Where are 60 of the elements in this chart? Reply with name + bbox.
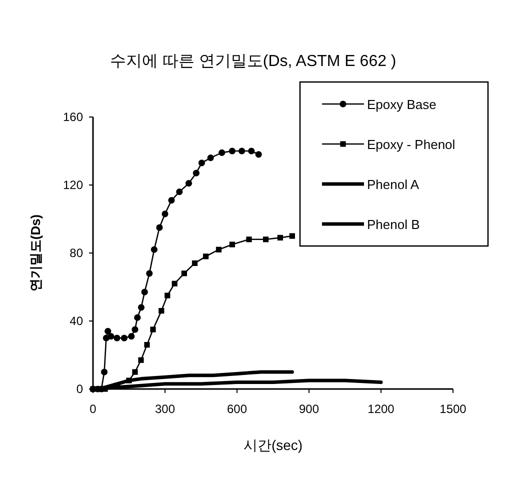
point [277, 234, 283, 240]
x-tick-label: 600 [226, 402, 248, 416]
point [289, 233, 295, 239]
point [176, 188, 183, 196]
x-tick-label: 900 [298, 402, 320, 416]
x-tick-label: 1500 [440, 402, 467, 416]
point [120, 334, 128, 342]
point [150, 326, 156, 332]
point [141, 288, 148, 296]
point [146, 270, 153, 277]
point [132, 326, 138, 333]
point [238, 148, 246, 154]
point [228, 148, 236, 154]
point [246, 236, 252, 242]
point [114, 334, 120, 342]
point [263, 236, 269, 242]
point [229, 242, 235, 248]
point [172, 280, 178, 286]
point [132, 369, 138, 375]
legend-label: Epoxy Base [367, 97, 436, 112]
x-tick-label: 300 [154, 402, 176, 416]
point [255, 151, 262, 158]
point [248, 148, 255, 154]
point [156, 224, 163, 231]
point [181, 270, 187, 276]
y-tick-label: 80 [70, 246, 84, 260]
point [218, 149, 226, 156]
point [158, 308, 164, 314]
point [108, 333, 114, 340]
point [104, 328, 112, 334]
point [144, 342, 150, 348]
point [203, 254, 209, 260]
point [207, 154, 214, 162]
point [164, 292, 170, 298]
point [216, 246, 222, 252]
legend-label: Epoxy - Phenol [367, 137, 456, 152]
y-tick-label: 160 [62, 110, 84, 124]
y-tick-label: 0 [76, 382, 84, 396]
x-axis-title: 시간(sec) [243, 437, 303, 453]
point [138, 357, 144, 363]
y-tick-label: 120 [62, 178, 84, 192]
point [126, 378, 132, 384]
point [138, 304, 145, 311]
point [162, 210, 168, 218]
point [192, 170, 200, 176]
x-tick-label: 0 [90, 402, 97, 416]
legend-label: Phenol B [367, 217, 420, 232]
point [185, 180, 192, 187]
point [128, 333, 135, 340]
point [168, 197, 175, 204]
x-tick-label: 1200 [368, 402, 395, 416]
point [198, 160, 206, 166]
y-axis-title: 연기밀도(Ds) [28, 214, 43, 292]
point [192, 260, 198, 266]
point [150, 246, 158, 253]
point [134, 314, 141, 321]
point [100, 368, 108, 376]
chart-title: 수지에 따른 연기밀도(Ds, ASTM E 662 ) [110, 53, 396, 70]
y-tick-label: 40 [70, 314, 84, 328]
legend-label: Phenol A [367, 177, 420, 192]
